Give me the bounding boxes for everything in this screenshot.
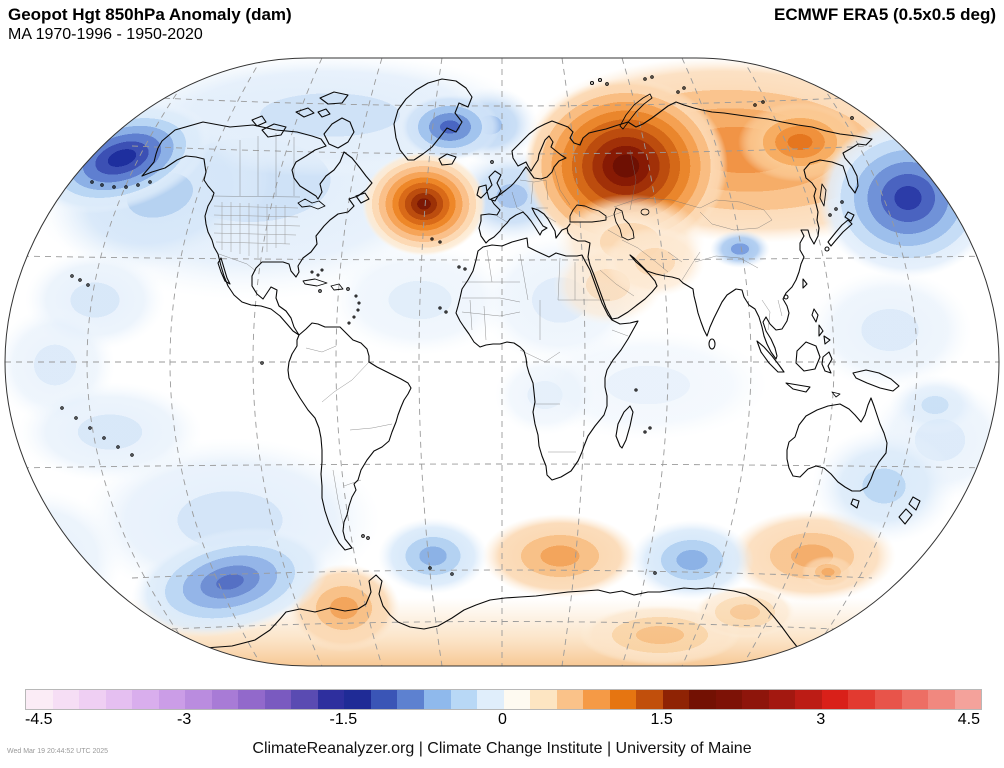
tibet-cold-anomaly — [710, 230, 770, 268]
tasman-cold-anomaly — [812, 428, 956, 544]
colorbar-cell — [317, 690, 345, 709]
dataset-label: ECMWF ERA5 (0.5x0.5 deg) — [774, 5, 996, 24]
colorbar-cell — [105, 690, 133, 709]
colorbar-cell — [344, 690, 371, 709]
colorbar-cell — [397, 690, 424, 709]
colorbar-cell — [556, 690, 584, 709]
colorbar-cell — [238, 690, 265, 709]
colorbar-cell — [954, 690, 982, 709]
colorbar-tick-label: -3 — [177, 711, 192, 728]
south-atlantic-cold-anomaly — [378, 518, 488, 594]
page-title: Geopot Hgt 850hPa Anomaly (dam) — [8, 5, 292, 24]
colorbar-cell — [609, 690, 637, 709]
colorbar-cell — [79, 690, 106, 709]
colorbar-cell — [715, 690, 743, 709]
colorbar-cell — [901, 690, 929, 709]
colorbar-cell — [211, 690, 239, 709]
footer-credit: ClimateReanalyzer.org | Climate Change I… — [252, 740, 752, 757]
colorbar-cell — [158, 690, 186, 709]
colorbar-cell — [689, 690, 716, 709]
colorbar-tick-label: 1.5 — [650, 711, 673, 728]
colorbar-cell — [291, 690, 318, 709]
colorbar-cell — [450, 690, 478, 709]
colorbar-cell — [848, 690, 875, 709]
colorbar-cell — [768, 690, 796, 709]
colorbar-cell — [530, 690, 557, 709]
colorbar-cell — [132, 690, 159, 709]
colorbar-ticks: -4.5 -3 -1.5 0 1.5 3 4.5 — [25, 711, 980, 731]
colorbar-cell — [423, 690, 451, 709]
graticule — [5, 58, 999, 666]
colorbar-cell — [26, 690, 53, 709]
colorbar-tick-label: -1.5 — [329, 711, 358, 728]
colorbar-cell — [795, 690, 822, 709]
colorbar-cell — [264, 690, 292, 709]
colorbar-cell — [370, 690, 398, 709]
colorbar-tick-label: -4.5 — [25, 711, 53, 728]
colorbar-tick-label: 3 — [816, 711, 826, 728]
page-subtitle: MA 1970-1996 - 1950-2020 — [8, 26, 203, 43]
coastlines — [60, 75, 921, 662]
south-indian-warm — [482, 514, 638, 598]
south-indian-cold-anomaly — [630, 520, 754, 600]
colorbar-cell — [662, 690, 690, 709]
generation-timestamp: Wed Mar 19 20:44:52 UTC 2025 — [7, 748, 109, 755]
north-atlantic-warm-anomaly — [362, 152, 486, 256]
us-state-borders — [213, 202, 301, 258]
colorbar-cell — [742, 690, 769, 709]
colorbar-cell — [477, 690, 504, 709]
map-outline — [4, 57, 1000, 667]
southeast-pacific-cold-anomaly — [131, 527, 329, 637]
colorbar-cell — [636, 690, 663, 709]
colorbar-cell — [185, 690, 212, 709]
country-borders — [210, 133, 783, 529]
colorbar-cell — [821, 690, 849, 709]
colorbar — [25, 689, 982, 710]
colorbar-tick-label: 0 — [498, 711, 507, 728]
greenland-cold-anomaly — [400, 94, 500, 160]
colorbar-cell — [503, 690, 531, 709]
colorbar-tick-label: 4.5 — [957, 711, 980, 728]
north-pacific-cold-anomaly — [818, 118, 998, 278]
colorbar-cell — [52, 690, 80, 709]
colorbar-cell — [875, 690, 902, 709]
colorbar-cell — [928, 690, 955, 709]
colorbar-cell — [583, 690, 610, 709]
